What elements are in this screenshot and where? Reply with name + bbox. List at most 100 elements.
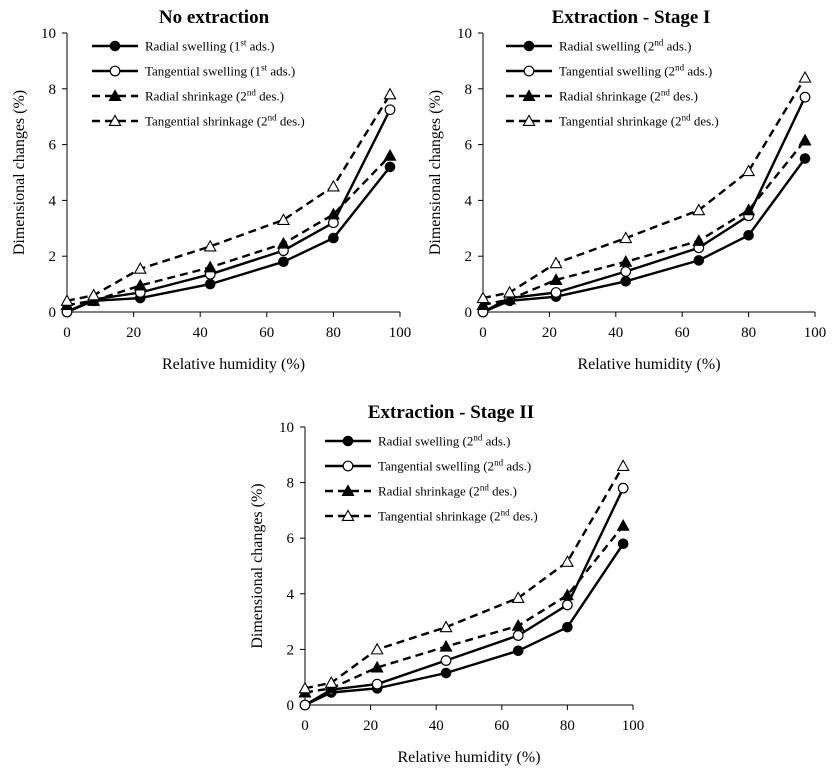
x-tick-label: 60 bbox=[259, 325, 274, 341]
data-point bbox=[616, 459, 630, 471]
data-point bbox=[798, 133, 812, 146]
y-tick-label: 0 bbox=[287, 698, 295, 714]
y-tick-label: 2 bbox=[465, 249, 473, 265]
data-point bbox=[619, 231, 633, 244]
data-point bbox=[799, 91, 811, 103]
legend-entry-label: Tangential swelling (2nd ads.) bbox=[559, 63, 712, 79]
x-tick-label: 0 bbox=[63, 325, 71, 341]
data-point bbox=[617, 538, 629, 550]
legend-marker bbox=[523, 65, 535, 77]
y-tick-label: 4 bbox=[465, 193, 473, 209]
y-tick-label: 8 bbox=[49, 82, 57, 98]
data-point bbox=[476, 291, 490, 304]
legend: Radial swelling (2nd ads.) Tangential swe… bbox=[325, 433, 538, 524]
data-point bbox=[742, 203, 756, 216]
y-axis-label: Dimensional changes (%) bbox=[11, 90, 28, 255]
data-point bbox=[370, 642, 384, 655]
data-point bbox=[560, 588, 574, 601]
x-tick-label: 40 bbox=[608, 325, 623, 341]
y-tick-label: 10 bbox=[457, 26, 472, 42]
data-point bbox=[503, 292, 517, 305]
data-point bbox=[798, 70, 812, 83]
data-point bbox=[324, 676, 338, 688]
data-point bbox=[616, 518, 630, 531]
legend-entry-label: Radial shrinkage (2nd des.) bbox=[559, 88, 698, 104]
y-tick-label: 8 bbox=[287, 476, 295, 492]
x-axis-label: Relative humidity (%) bbox=[162, 356, 305, 373]
data-point bbox=[276, 213, 290, 225]
x-tick-label: 40 bbox=[193, 325, 208, 341]
data-point bbox=[298, 681, 312, 694]
data-point bbox=[512, 630, 524, 641]
chart-title: Extraction - Stage II bbox=[368, 402, 534, 423]
data-point bbox=[204, 278, 216, 290]
data-point bbox=[560, 555, 574, 567]
data-point bbox=[440, 655, 452, 666]
data-point bbox=[87, 288, 101, 301]
legend-entry-label: Tangential shrinkage (2nd des.) bbox=[145, 113, 305, 129]
y-tick-label: 8 bbox=[465, 82, 473, 98]
data-point bbox=[549, 256, 563, 269]
data-point bbox=[371, 678, 383, 690]
x-tick-label: 40 bbox=[429, 718, 444, 734]
data-point bbox=[384, 161, 396, 173]
legend-marker bbox=[523, 40, 535, 52]
data-point bbox=[562, 599, 573, 611]
x-tick-label: 100 bbox=[389, 325, 412, 341]
legend-marker bbox=[108, 114, 122, 127]
data-point bbox=[326, 179, 340, 192]
legend-entry-label: Tangential swelling (2nd ads.) bbox=[378, 458, 531, 474]
data-point bbox=[440, 667, 452, 679]
data-point bbox=[326, 207, 340, 220]
x-tick-label: 80 bbox=[741, 325, 756, 341]
y-tick-label: 0 bbox=[49, 305, 57, 321]
legend: Radial swelling (2nd ads.) Tangential swe… bbox=[506, 38, 719, 129]
data-point bbox=[692, 234, 706, 246]
data-point bbox=[133, 278, 147, 291]
y-tick-label: 6 bbox=[465, 138, 473, 154]
legend-marker bbox=[522, 89, 536, 102]
chart-title: No extraction bbox=[159, 7, 270, 28]
y-tick-label: 10 bbox=[41, 26, 56, 42]
legend-marker bbox=[109, 40, 121, 52]
y-tick-label: 2 bbox=[49, 249, 57, 265]
legend-entry-label: Radial shrinkage (2nd des.) bbox=[378, 483, 517, 499]
y-tick-label: 4 bbox=[49, 193, 57, 209]
legend-marker bbox=[342, 460, 354, 472]
data-point bbox=[439, 620, 453, 633]
y-tick-label: 6 bbox=[49, 138, 57, 154]
data-point bbox=[328, 232, 339, 244]
data-point bbox=[439, 639, 453, 652]
y-axis-label: Dimensional changes (%) bbox=[249, 483, 266, 648]
data-point bbox=[742, 164, 756, 177]
data-point bbox=[383, 149, 397, 161]
x-tick-label: 100 bbox=[804, 325, 827, 341]
x-axis-label: Relative humidity (%) bbox=[577, 356, 720, 373]
data-point bbox=[384, 104, 396, 116]
data-point bbox=[692, 203, 706, 216]
legend-entry-label: Tangential swelling (1st ads.) bbox=[145, 63, 295, 79]
data-point bbox=[550, 287, 562, 298]
data-point bbox=[276, 236, 290, 249]
data-point bbox=[299, 699, 311, 711]
data-point bbox=[278, 256, 289, 268]
data-point bbox=[133, 262, 147, 274]
y-axis-label: Dimensional changes (%) bbox=[427, 90, 444, 255]
legend-marker bbox=[522, 114, 536, 127]
x-tick-label: 60 bbox=[494, 718, 509, 734]
legend-marker bbox=[109, 65, 121, 77]
legend-marker bbox=[342, 435, 354, 447]
data-point bbox=[370, 660, 384, 673]
data-point bbox=[617, 482, 629, 494]
series-line bbox=[304, 543, 625, 707]
data-point bbox=[511, 591, 525, 604]
data-point bbox=[511, 619, 525, 631]
data-point bbox=[203, 239, 217, 252]
x-tick-label: 0 bbox=[479, 325, 487, 341]
data-point bbox=[693, 255, 705, 266]
y-tick-label: 6 bbox=[287, 531, 295, 547]
y-tick-label: 10 bbox=[279, 420, 294, 436]
legend-marker bbox=[341, 509, 355, 522]
